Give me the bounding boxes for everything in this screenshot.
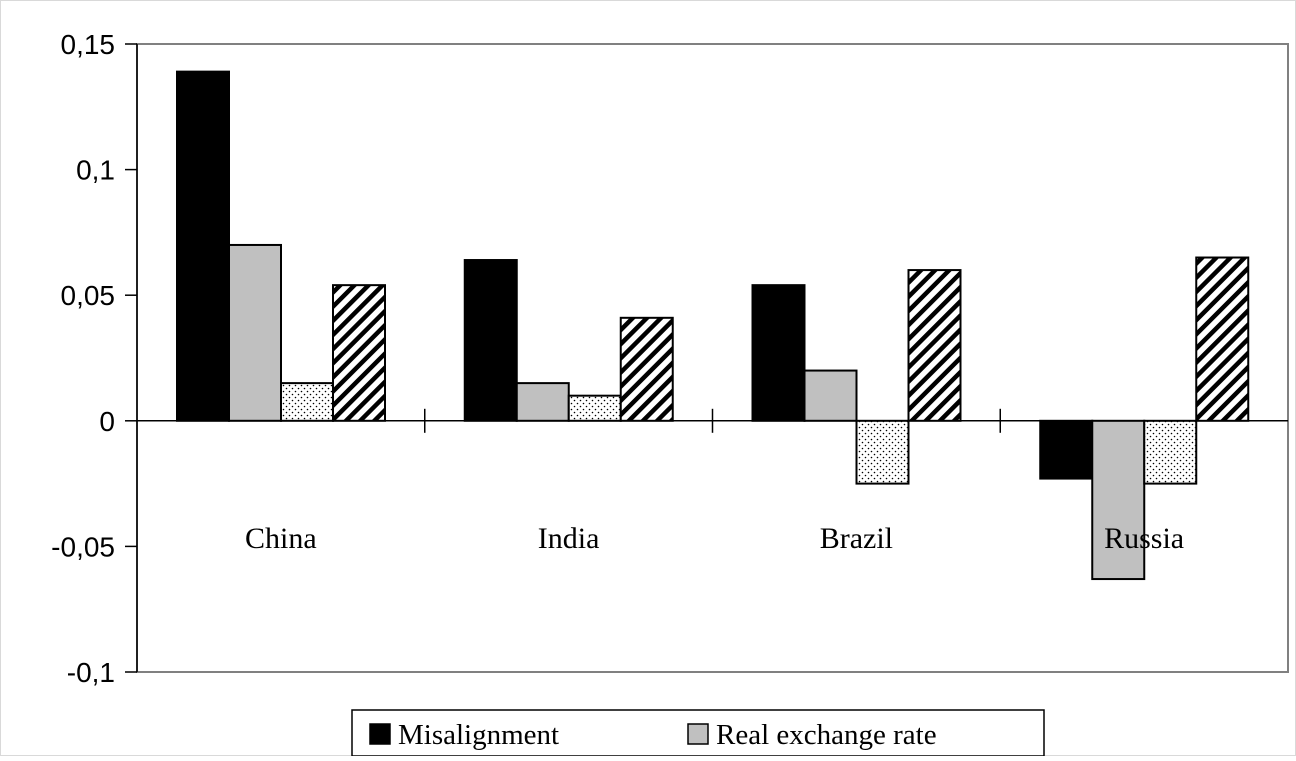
category-label-india: India xyxy=(538,522,600,555)
y-tick-label: 0,05 xyxy=(61,280,116,311)
legend-swatch-2 xyxy=(687,723,709,745)
legend: Misalignment Real exchange rate xyxy=(351,709,1045,757)
bar-series4-china xyxy=(332,284,386,422)
bar-series4-india xyxy=(619,316,674,422)
bar-series3-brazil xyxy=(855,419,910,485)
bar-series1-china xyxy=(176,70,230,422)
y-tick-label: 0,15 xyxy=(61,29,116,60)
legend-label-2: Real exchange rate xyxy=(716,719,937,751)
category-label-china: China xyxy=(245,522,317,555)
bar-series1-russia xyxy=(1039,419,1094,480)
category-labels: China India Brazil Russia xyxy=(245,522,1184,555)
bar-series2-china xyxy=(228,243,282,422)
bar-series2-india xyxy=(515,382,570,422)
x-axis xyxy=(137,408,1288,433)
bars xyxy=(176,70,1250,581)
bar-series3-india xyxy=(567,394,622,422)
category-label-russia: Russia xyxy=(1104,522,1184,555)
y-axis: 0,15 0,1 0,05 0 -0,05 -0,1 xyxy=(51,29,138,688)
y-tick-label: 0,1 xyxy=(76,155,115,186)
legend-swatch-1 xyxy=(369,723,391,745)
bar-series2-russia xyxy=(1091,419,1146,581)
bar-series3-russia xyxy=(1143,419,1198,485)
y-tick-label: 0 xyxy=(99,406,115,437)
category-label-brazil: Brazil xyxy=(820,522,893,555)
bar-series1-india xyxy=(463,259,518,422)
bar-series4-russia xyxy=(1195,256,1250,422)
bar-series4-brazil xyxy=(907,269,962,422)
bar-series3-china xyxy=(280,382,334,422)
legend-label-1: Misalignment xyxy=(398,719,559,751)
bar-series1-brazil xyxy=(751,284,806,422)
bar-series2-brazil xyxy=(803,369,858,422)
y-tick-label: -0,05 xyxy=(51,531,115,562)
y-tick-label: -0,1 xyxy=(67,657,115,688)
